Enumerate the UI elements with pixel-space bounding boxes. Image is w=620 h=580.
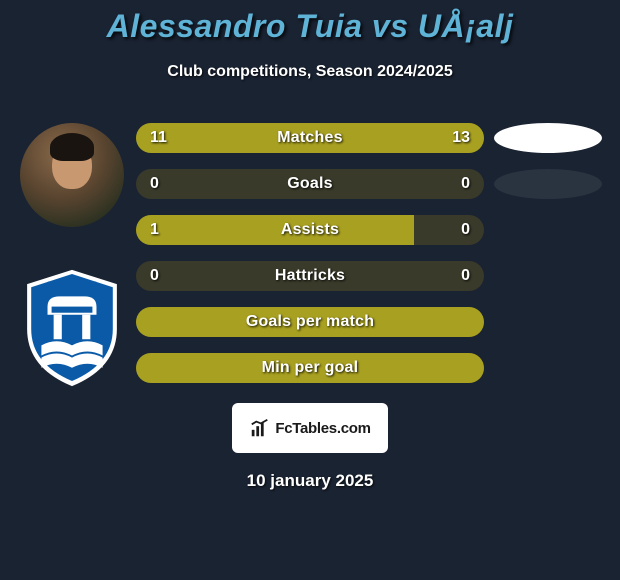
stat-bar: 1113Matches	[136, 123, 484, 153]
stat-bar: 00Hattricks	[136, 261, 484, 291]
footer-date: 10 january 2025	[0, 471, 620, 491]
page-title: Alessandro Tuia vs UÅ¡alj	[0, 8, 620, 45]
bar-label: Assists	[136, 215, 484, 245]
bars-column: 1113Matches 00Goals 10Assists 00Hattricks Go…	[136, 121, 484, 389]
bar-label: Goals per match	[136, 307, 484, 337]
stat-bar: Min per goal	[136, 353, 484, 383]
player-oval	[494, 169, 602, 199]
player-avatar	[20, 123, 124, 227]
crest-text: NK OSIJEK	[47, 280, 97, 290]
right-column	[484, 121, 612, 389]
comparison-card: Alessandro Tuia vs UÅ¡alj Club competiti…	[0, 0, 620, 491]
bar-label: Min per goal	[136, 353, 484, 383]
stat-bar: Goals per match	[136, 307, 484, 337]
subtitle: Club competitions, Season 2024/2025	[0, 63, 620, 81]
stat-bar: 10Assists	[136, 215, 484, 245]
bar-label: Hattricks	[136, 261, 484, 291]
main-row: NK OSIJEK 1113Matches 00Goals 10Assists 00H…	[0, 121, 620, 389]
player-oval	[494, 123, 602, 153]
club-crest: NK OSIJEK	[21, 265, 123, 389]
chart-icon	[249, 417, 271, 439]
brand-badge[interactable]: FcTables.com	[232, 403, 388, 453]
bar-label: Goals	[136, 169, 484, 199]
left-column: NK OSIJEK	[8, 121, 136, 389]
bar-label: Matches	[136, 123, 484, 153]
brand-text: FcTables.com	[275, 420, 370, 437]
stat-bar: 00Goals	[136, 169, 484, 199]
